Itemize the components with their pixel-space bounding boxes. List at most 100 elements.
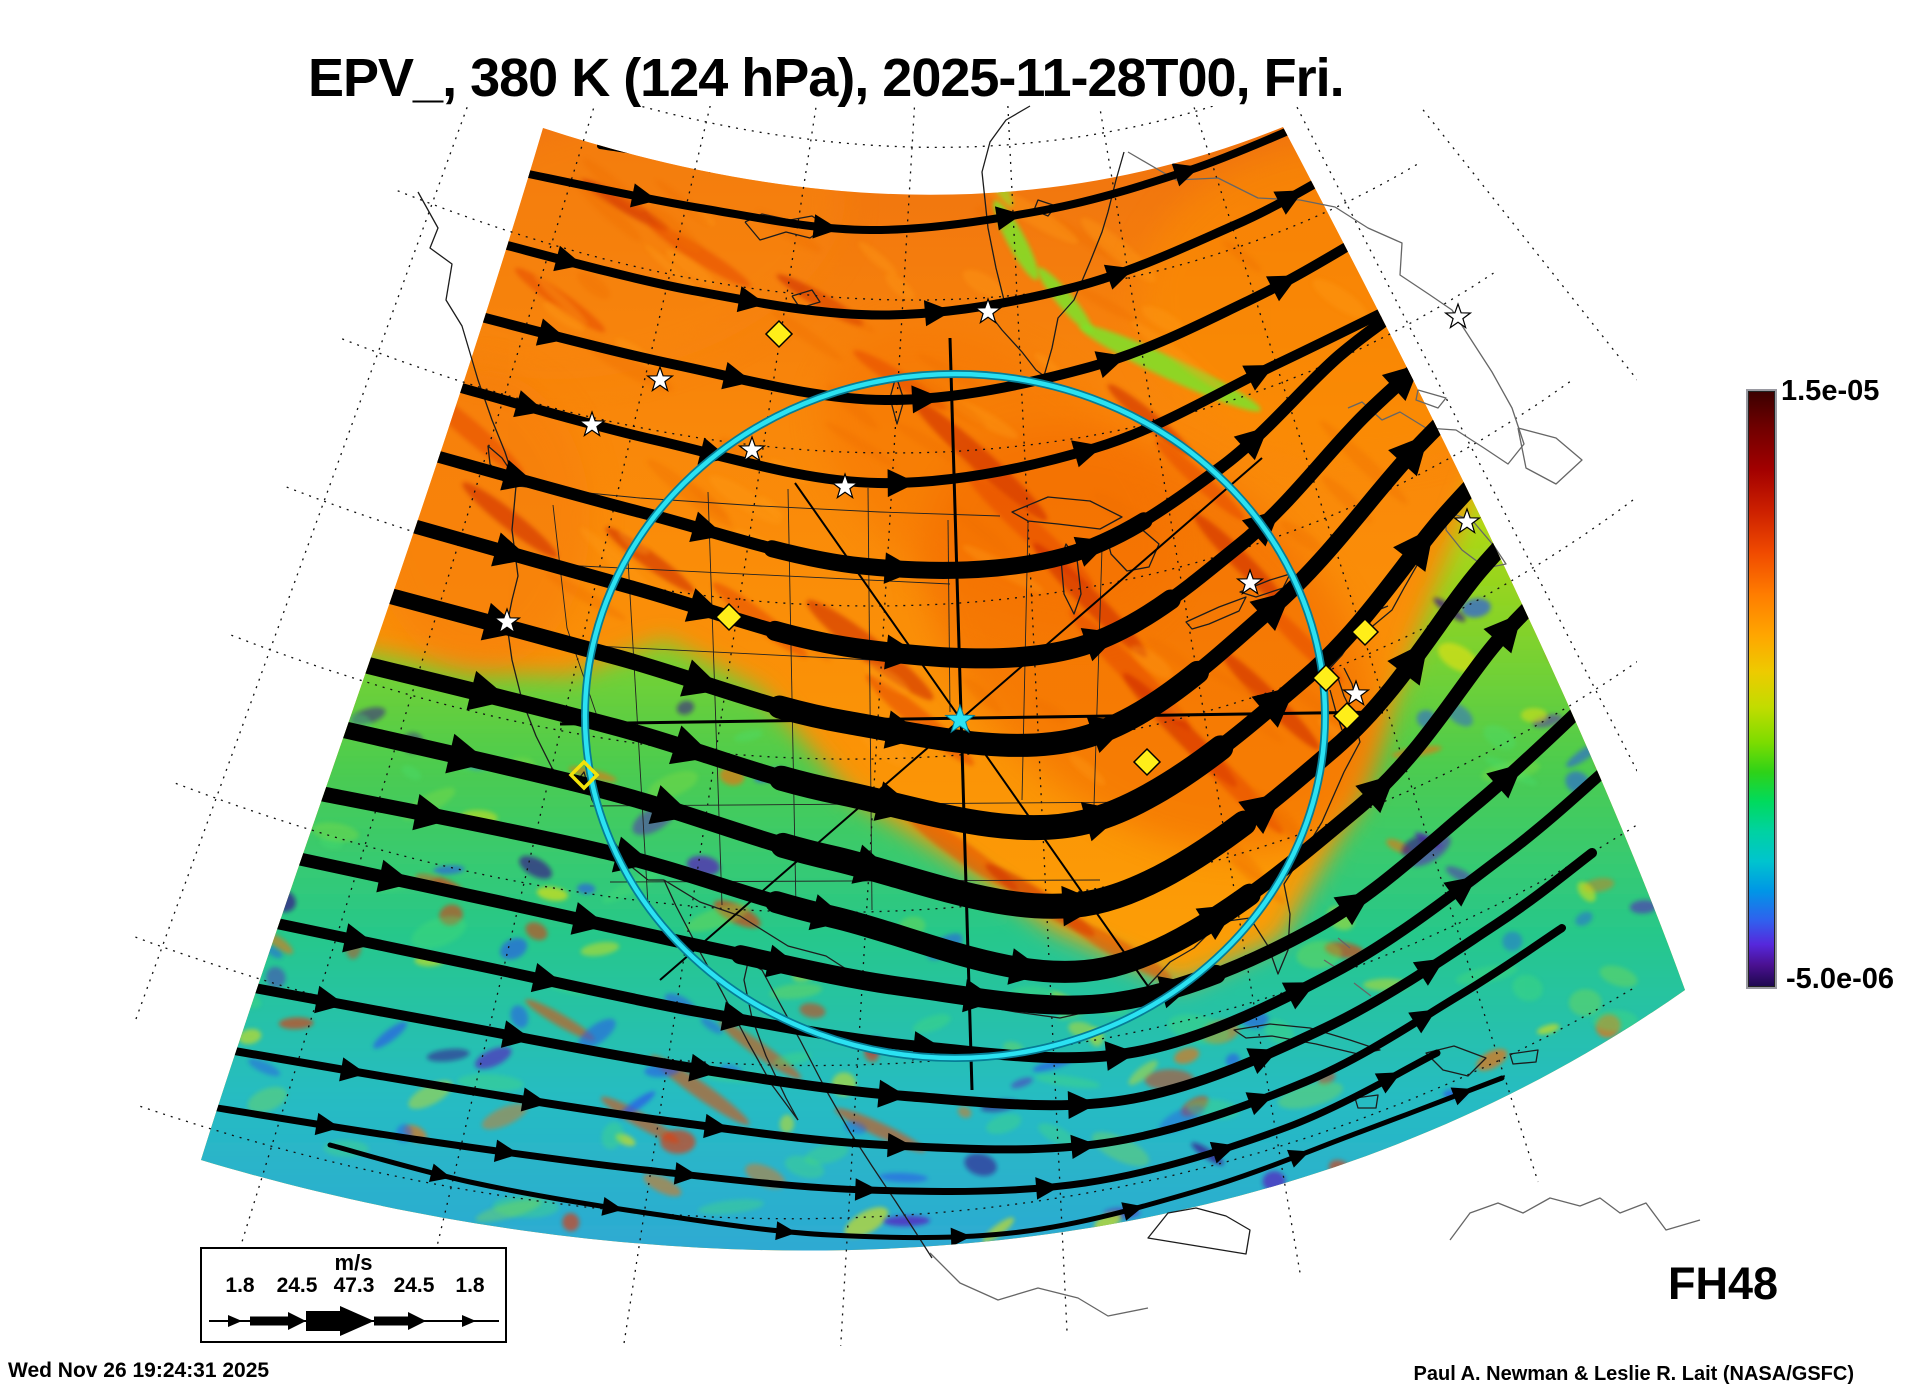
- epv-speck: [1174, 1047, 1200, 1064]
- streamline-arrowhead-icon: [854, 1178, 880, 1201]
- lake-or-island-outline: [1425, 1045, 1487, 1077]
- streamline-arrowhead-icon: [887, 167, 911, 189]
- streamline-arrowhead-icon: [535, 318, 568, 346]
- streamline-arrowhead-icon: [808, 894, 850, 931]
- epv-striation: [962, 269, 1005, 299]
- epv-speck: [1575, 911, 1593, 926]
- epv-striation: [1312, 278, 1368, 319]
- streamline-arrowhead-icon: [962, 979, 999, 1013]
- streamline-arrowhead-icon: [1374, 1072, 1402, 1094]
- streamline-arrowhead-icon: [445, 733, 490, 774]
- epv-striation: [577, 271, 611, 299]
- streamline-arrowhead-icon: [775, 1221, 797, 1241]
- epv-striation: [860, 729, 912, 768]
- streamline-arrowhead-icon: [1073, 536, 1110, 567]
- epv-speck: [433, 865, 465, 875]
- wind-speed-legend: m/s 1.8 24.5 47.3 24.5 1.8: [200, 1247, 507, 1343]
- streamline-arrowhead-icon: [1246, 1048, 1279, 1074]
- streamline-arrowhead-icon: [697, 437, 730, 465]
- streamline-arrowhead-icon: [1104, 1041, 1137, 1071]
- epv-speck: [1296, 940, 1342, 969]
- coastline: [1337, 937, 1351, 949]
- epv-speck: [1520, 707, 1548, 723]
- epv-speck: [401, 765, 422, 780]
- epv-speck: [773, 1052, 811, 1067]
- epv-striation: [1076, 286, 1136, 322]
- streamline-arrowhead-icon: [1408, 1009, 1437, 1034]
- streamline-arrowhead-icon: [1061, 885, 1104, 927]
- epv-green-filament: [1079, 324, 1261, 412]
- meridian-line: [1098, 106, 1302, 1277]
- station-star-marker: [830, 472, 860, 499]
- epv-speck: [804, 1143, 849, 1165]
- streamline-jet-core: [333, 410, 1545, 841]
- timestamp-label: Wed Nov 26 19:24:31 2025: [8, 1359, 270, 1382]
- epv-speck: [1509, 532, 1539, 559]
- streamline-arrowhead-icon: [1063, 153, 1088, 174]
- epv-speck: [1601, 618, 1618, 635]
- colorbar: [1746, 389, 1777, 989]
- epv-speck: [799, 1003, 826, 1019]
- streamline-arrowhead-icon: [1251, 685, 1296, 728]
- epv-speck: [562, 1213, 580, 1232]
- epv-speck: [578, 1018, 616, 1050]
- streamline-arrowhead-icon: [1412, 958, 1445, 986]
- epv-striation: [951, 505, 1009, 553]
- epv-speck: [883, 1215, 930, 1227]
- epv-speck: [1577, 881, 1596, 902]
- epv-striation: [1141, 305, 1184, 333]
- epv-striation: [907, 373, 987, 429]
- streamline: [435, 288, 1427, 489]
- streamline-arrowhead-icon: [720, 1001, 754, 1031]
- epv-striation: [686, 481, 729, 519]
- epv-red-streak: [462, 482, 558, 558]
- epv-striation: [1280, 520, 1325, 554]
- streamline-arrowhead-icon: [530, 963, 564, 993]
- forecast-hour-label: FH48: [1668, 1258, 1779, 1309]
- streamline-arrowhead-icon: [1450, 1087, 1474, 1106]
- epv-striation: [534, 274, 588, 326]
- epv-speck: [878, 1172, 928, 1183]
- epv-striation: [1034, 352, 1062, 376]
- state-border-line: [947, 519, 951, 713]
- streamline-arrowhead-icon: [873, 781, 919, 821]
- streamline-arrowhead-icon: [887, 1132, 914, 1158]
- streamline-arrowhead-icon: [1035, 1177, 1061, 1200]
- range-ring: [582, 371, 1328, 1061]
- streamline-arrowhead-icon: [736, 286, 766, 313]
- coastline: [417, 191, 517, 487]
- streamline-arrowhead-icon: [1071, 440, 1103, 468]
- epv-speck: [248, 1058, 281, 1077]
- epv-red-streak: [912, 399, 1048, 521]
- epv-speck: [247, 1086, 288, 1113]
- epv-speck: [1596, 744, 1631, 769]
- epv-speck: [660, 1129, 696, 1154]
- wind-speed-value-2: 24.5: [276, 1274, 318, 1297]
- streamline-arrowhead-icon: [721, 361, 753, 390]
- streamline-jet-core: [292, 539, 1601, 983]
- epv-speck: [510, 1005, 529, 1029]
- wind-arrow-segment: [374, 1316, 408, 1326]
- lake-or-island-outline: [1033, 199, 1057, 217]
- epv-speck: [519, 855, 553, 879]
- epv-speck: [311, 822, 359, 842]
- epv-speck: [1011, 1077, 1033, 1089]
- streamline-arrowhead-icon: [1281, 982, 1316, 1010]
- epv-speck: [411, 916, 467, 949]
- streamline-arrowhead-icon: [1067, 1091, 1098, 1119]
- coastline: [1415, 389, 1447, 409]
- epv-speck: [266, 966, 286, 989]
- epv-striation: [1131, 320, 1223, 391]
- epv-speck: [685, 903, 749, 932]
- streamline-arrowhead-icon: [1380, 298, 1417, 331]
- streamline-arrowhead-icon: [883, 552, 918, 584]
- streamline-arrowhead-icon: [1121, 1202, 1144, 1221]
- city-diamond-marker: [1332, 701, 1362, 731]
- epv-speck: [643, 1173, 682, 1197]
- epv-speck: [986, 1113, 1022, 1135]
- streamline-arrowhead-icon: [1195, 904, 1238, 941]
- streamline-arrowhead-icon: [1388, 434, 1429, 477]
- streamline-arrowhead-icon: [1265, 275, 1299, 302]
